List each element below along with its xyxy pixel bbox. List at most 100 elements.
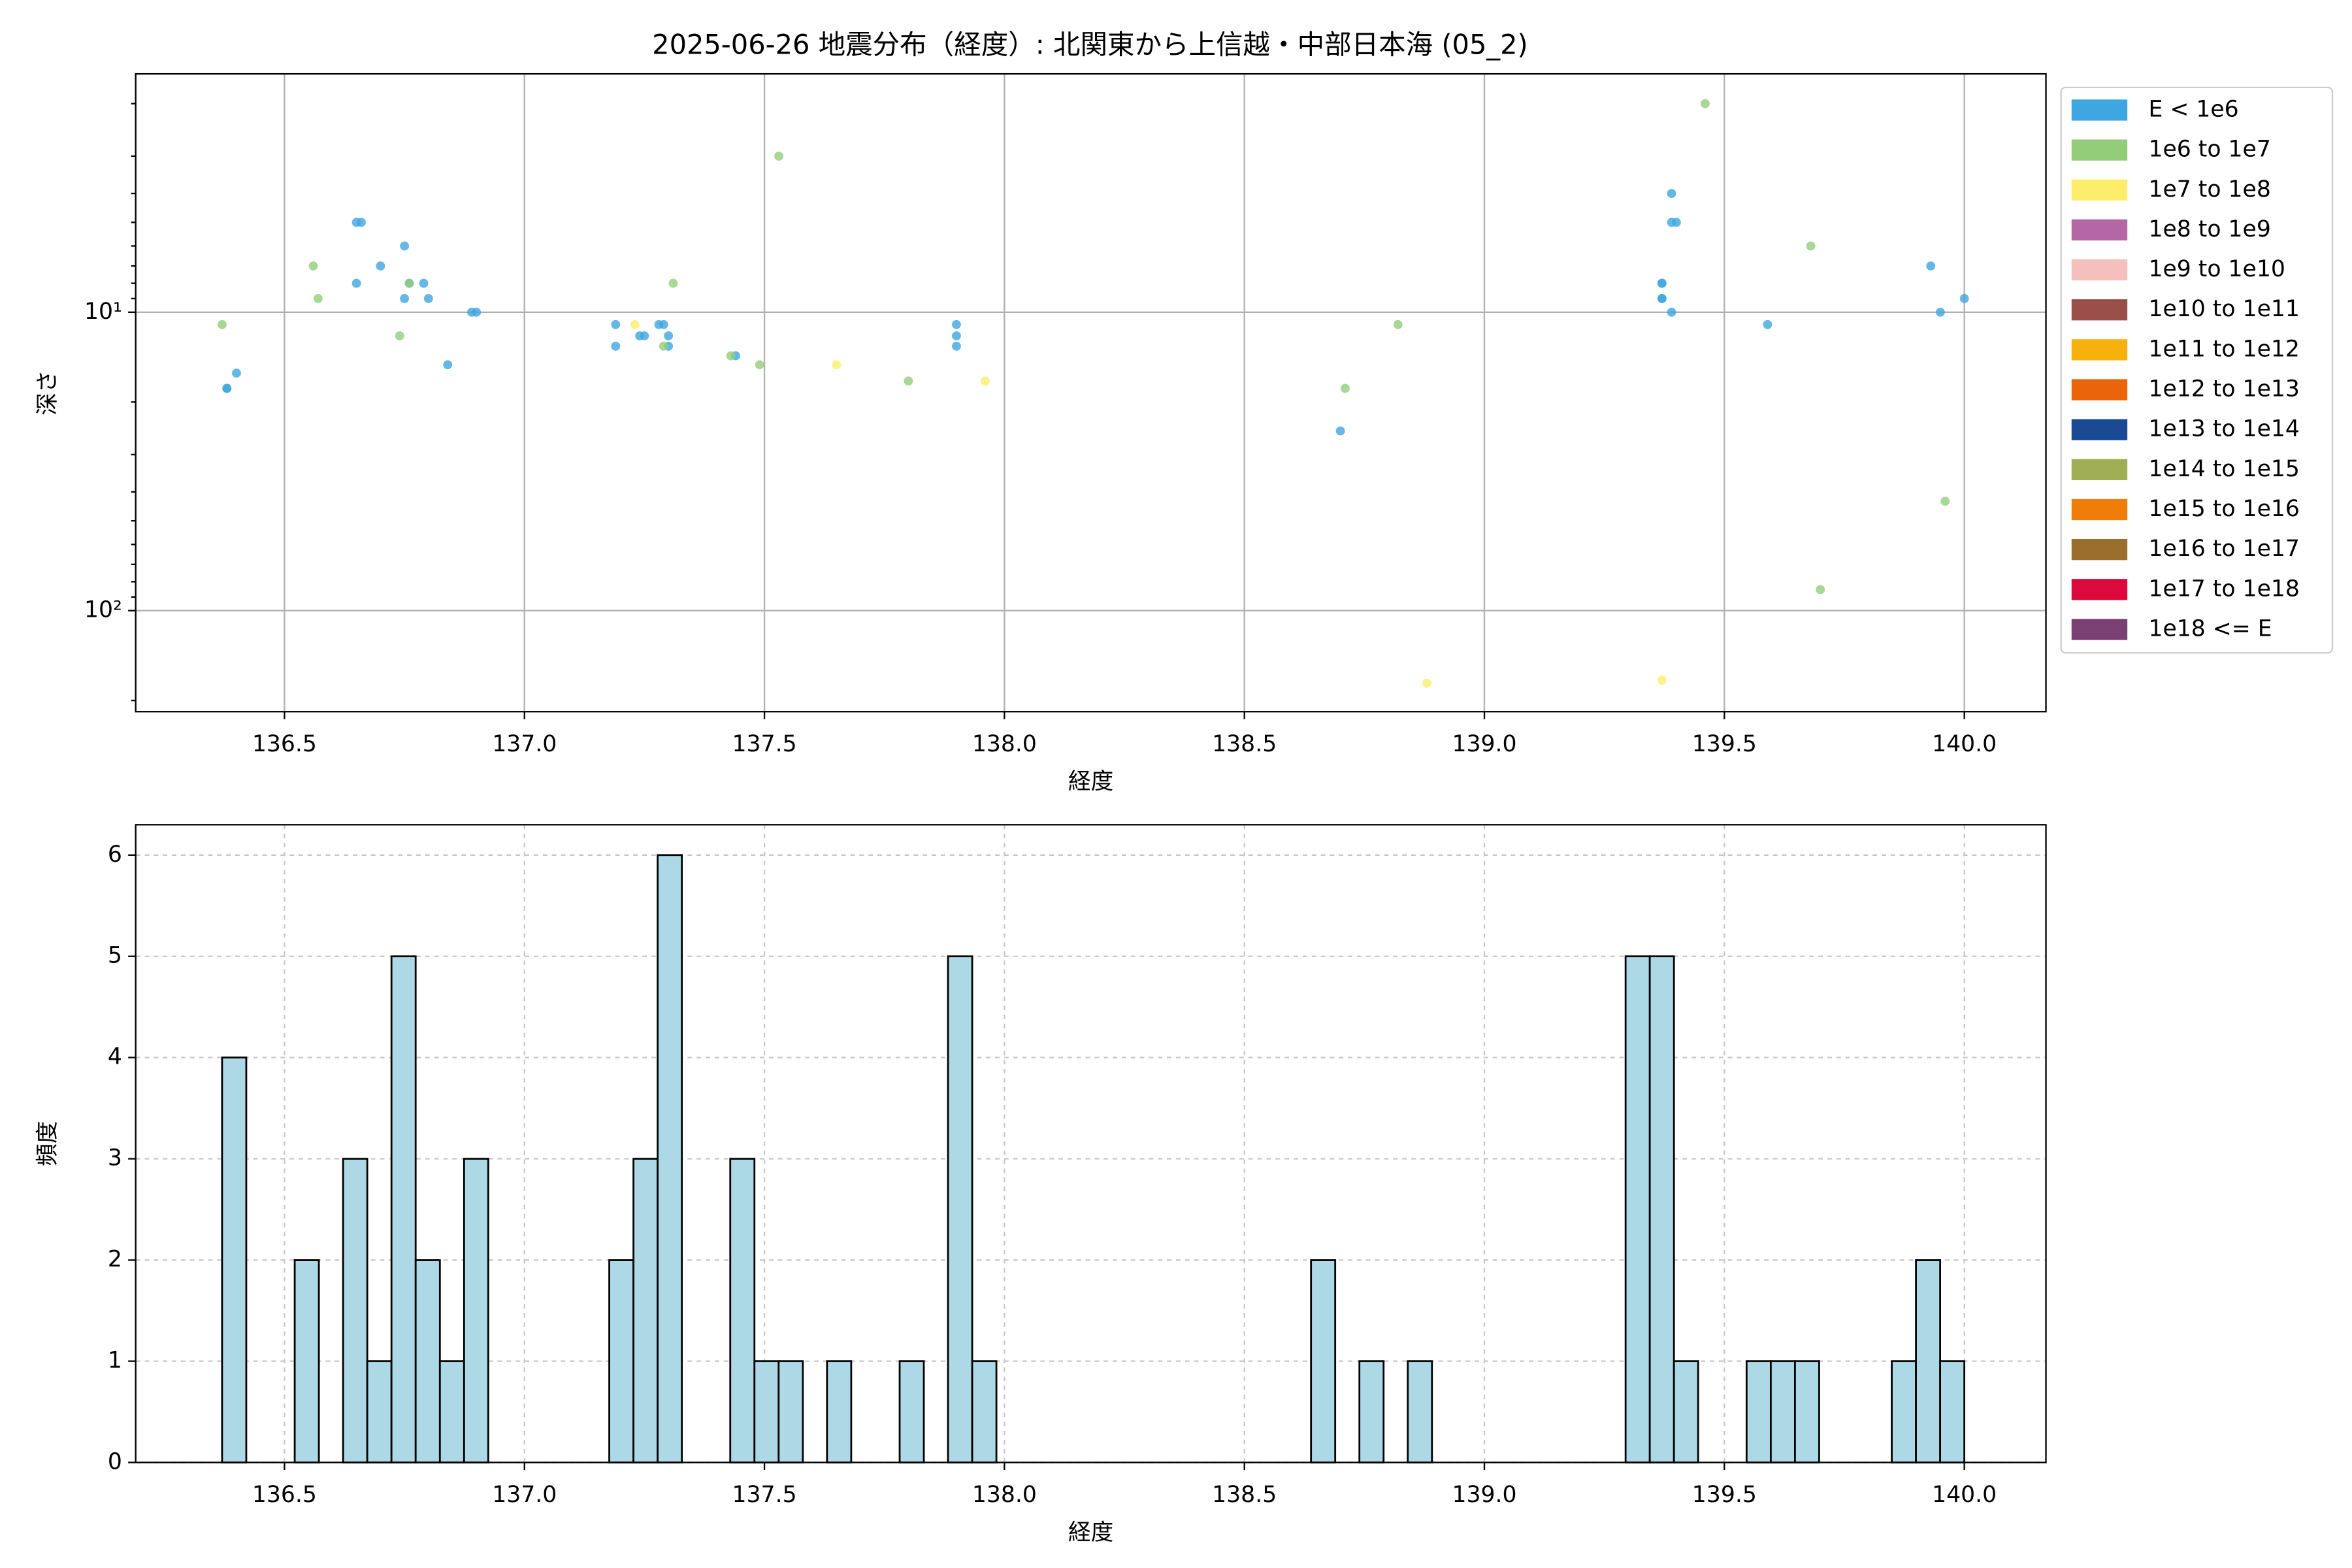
bar [414,1259,441,1463]
bar [1939,1360,1966,1463]
point [951,331,961,340]
legend-label: 1e16 to 1e17 [2148,536,2299,562]
x-tick-label: 140.0 [1932,731,1997,757]
point [904,376,913,386]
x-tick-label: 139.0 [1452,1482,1516,1508]
x-tick-label: 139.5 [1692,731,1757,757]
legend-label: 1e18 <= E [2148,615,2272,642]
point [611,319,621,329]
legend-label: 1e12 to 1e13 [2148,376,2299,402]
x-tick-label: 137.0 [492,731,557,757]
legend-label: E < 1e6 [2148,96,2238,122]
point [1701,99,1710,108]
point [308,261,318,271]
point [218,319,227,329]
point [755,360,764,370]
point [611,341,621,351]
point [443,360,453,370]
point [357,218,366,227]
point [1940,497,1950,506]
x-axis-label: 経度 [1068,1520,1113,1546]
bar [366,1360,393,1463]
point [774,152,784,161]
point [351,278,361,288]
legend-label: 1e7 to 1e8 [2148,176,2270,203]
bar [826,1360,853,1463]
point [951,319,961,329]
bar [1794,1360,1820,1463]
legend-label: 1e6 to 1e7 [2148,137,2270,163]
legend-label: 1e9 to 1e10 [2148,256,2285,282]
point [376,261,385,271]
bar [1648,955,1675,1463]
legend-label: 1e13 to 1e14 [2148,416,2299,442]
legend-swatch [2071,259,2128,281]
bar [898,1360,925,1463]
point [1667,307,1676,317]
point [232,368,241,378]
legend-label: 1e10 to 1e11 [2148,296,2299,322]
point [1959,294,1969,303]
x-tick-label: 139.0 [1452,731,1516,757]
bar [1891,1360,1917,1463]
legend-label: 1e8 to 1e9 [2148,216,2270,242]
x-axis-label: 経度 [1068,769,1113,795]
point [1926,261,1936,271]
x-tick-label: 137.5 [732,731,797,757]
point [400,241,410,251]
point [640,331,649,340]
point [659,319,668,329]
x-tick-label: 137.5 [732,1482,797,1508]
legend-swatch [2071,299,2128,321]
point [395,331,404,340]
bar [1745,1360,1772,1463]
point [1657,294,1667,303]
legend-swatch [2071,539,2128,561]
point [659,341,668,351]
point [951,341,961,351]
x-tick-label: 137.0 [492,1482,557,1508]
bar [947,955,973,1463]
legend-label: 1e14 to 1e15 [2148,456,2299,482]
legend-box [2060,86,2334,654]
bar [753,1360,780,1463]
x-tick-label: 139.5 [1692,1482,1757,1508]
legend-swatch [2071,179,2128,201]
x-tick-label: 138.5 [1212,1482,1277,1508]
y-axis-label: 深さ [35,370,61,416]
bar [1624,955,1651,1463]
point [1763,319,1772,329]
point [1667,189,1676,199]
point [400,294,410,303]
legend-swatch [2071,459,2128,480]
bar [777,1360,804,1463]
bar [632,1158,659,1463]
plot-frame [135,824,2047,1463]
bar [390,955,417,1463]
x-tick-label: 136.5 [252,731,317,757]
point [1657,676,1667,685]
chart-title: 2025-06-26 地震分布（経度）: 北関東から上信越・中部日本海 (05_… [652,29,1528,61]
point [419,278,429,288]
point [1422,678,1431,688]
point [423,294,433,303]
plot-frame [135,73,2047,713]
bar [221,1056,248,1463]
y-tick-label: 10¹ [84,299,122,325]
bar [438,1360,465,1463]
y-tick-label: 0 [108,1448,122,1475]
point [1393,319,1403,329]
y-tick-label: 2 [108,1247,122,1273]
bar [463,1158,489,1463]
point [981,376,990,386]
point [1935,307,1945,317]
point [630,319,640,329]
legend-swatch [2071,339,2128,361]
y-tick-label: 6 [108,841,122,868]
bar [608,1259,634,1463]
legend-swatch [2071,579,2128,600]
bar [1310,1259,1337,1463]
y-tick-label: 3 [108,1145,122,1171]
bar [971,1360,998,1463]
